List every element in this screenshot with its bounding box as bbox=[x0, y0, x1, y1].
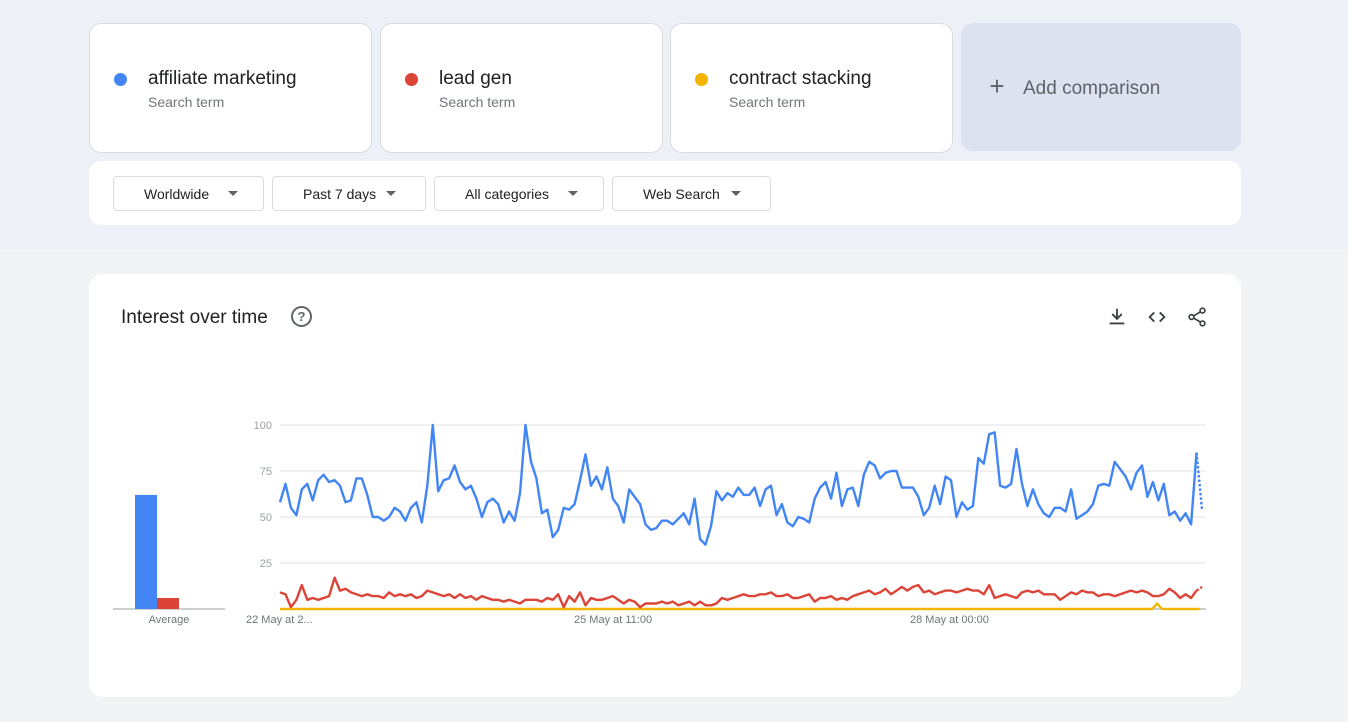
series-partial-segment bbox=[1195, 452, 1204, 510]
panel-title: Interest over time bbox=[121, 307, 268, 328]
caret-down-icon bbox=[568, 191, 578, 196]
category-dropdown[interactable]: All categories bbox=[434, 176, 604, 211]
term-name: lead gen bbox=[439, 68, 512, 89]
term-name: contract stacking bbox=[729, 68, 872, 89]
search-type-dropdown[interactable]: Web Search bbox=[612, 176, 771, 211]
x-tick-label: 25 May at 11:00 bbox=[574, 614, 652, 626]
term-type: Search term bbox=[148, 94, 225, 110]
x-tick-label: 22 May at 2... bbox=[246, 614, 313, 626]
series-line bbox=[278, 423, 1198, 546]
dropdown-label: Web Search bbox=[643, 186, 720, 202]
average-label: Average bbox=[149, 614, 190, 626]
term-color-dot bbox=[695, 73, 708, 86]
y-tick-label: 50 bbox=[260, 512, 272, 524]
share-icon[interactable] bbox=[1186, 306, 1208, 328]
download-icon[interactable] bbox=[1106, 306, 1128, 328]
series-line bbox=[280, 602, 1197, 611]
term-color-dot bbox=[114, 73, 127, 86]
interest-chart: 25 50 75 100 22 May at 2... 25 May at 11:00… bbox=[113, 420, 1206, 626]
add-comparison-label: Add comparison bbox=[1023, 78, 1161, 99]
dropdown-label: All categories bbox=[465, 186, 550, 202]
dropdown-label: Worldwide bbox=[144, 186, 210, 202]
plus-icon: + bbox=[989, 71, 1005, 101]
x-tick-label: 28 May at 00:00 bbox=[910, 614, 989, 626]
y-tick-label: 25 bbox=[260, 558, 272, 570]
term-name: affiliate marketing bbox=[148, 68, 297, 89]
filter-bar: Worldwide Past 7 days All categories Web… bbox=[89, 161, 1241, 225]
search-terms: affiliate marketing Search term lead gen… bbox=[89, 23, 1241, 153]
average-bar bbox=[135, 494, 157, 609]
add-comparison-button[interactable]: + Add comparison bbox=[961, 23, 1241, 151]
series-line bbox=[279, 576, 1198, 609]
term-card-lead-gen[interactable]: lead gen Search term bbox=[380, 23, 663, 153]
interest-over-time-panel: Interest over time ? 25 50 75 100 22 May at… bbox=[89, 274, 1241, 697]
embed-code-icon[interactable] bbox=[1146, 306, 1168, 328]
term-card-contract-stacking[interactable]: contract stacking Search term bbox=[670, 23, 953, 153]
caret-down-icon bbox=[228, 191, 238, 196]
term-color-dot bbox=[405, 73, 418, 86]
caret-down-icon bbox=[731, 191, 741, 196]
term-card-affiliate-marketing[interactable]: affiliate marketing Search term bbox=[89, 23, 372, 153]
term-type: Search term bbox=[439, 94, 516, 110]
y-tick-label: 75 bbox=[260, 466, 272, 478]
average-bar bbox=[157, 597, 179, 609]
dropdown-label: Past 7 days bbox=[303, 186, 377, 202]
series-partial-segment bbox=[1195, 585, 1203, 592]
y-tick-label: 100 bbox=[254, 420, 272, 432]
region-dropdown[interactable]: Worldwide bbox=[113, 176, 264, 211]
help-icon[interactable]: ? bbox=[291, 306, 312, 327]
time-range-dropdown[interactable]: Past 7 days bbox=[272, 176, 426, 211]
caret-down-icon bbox=[386, 191, 396, 196]
term-type: Search term bbox=[729, 94, 806, 110]
